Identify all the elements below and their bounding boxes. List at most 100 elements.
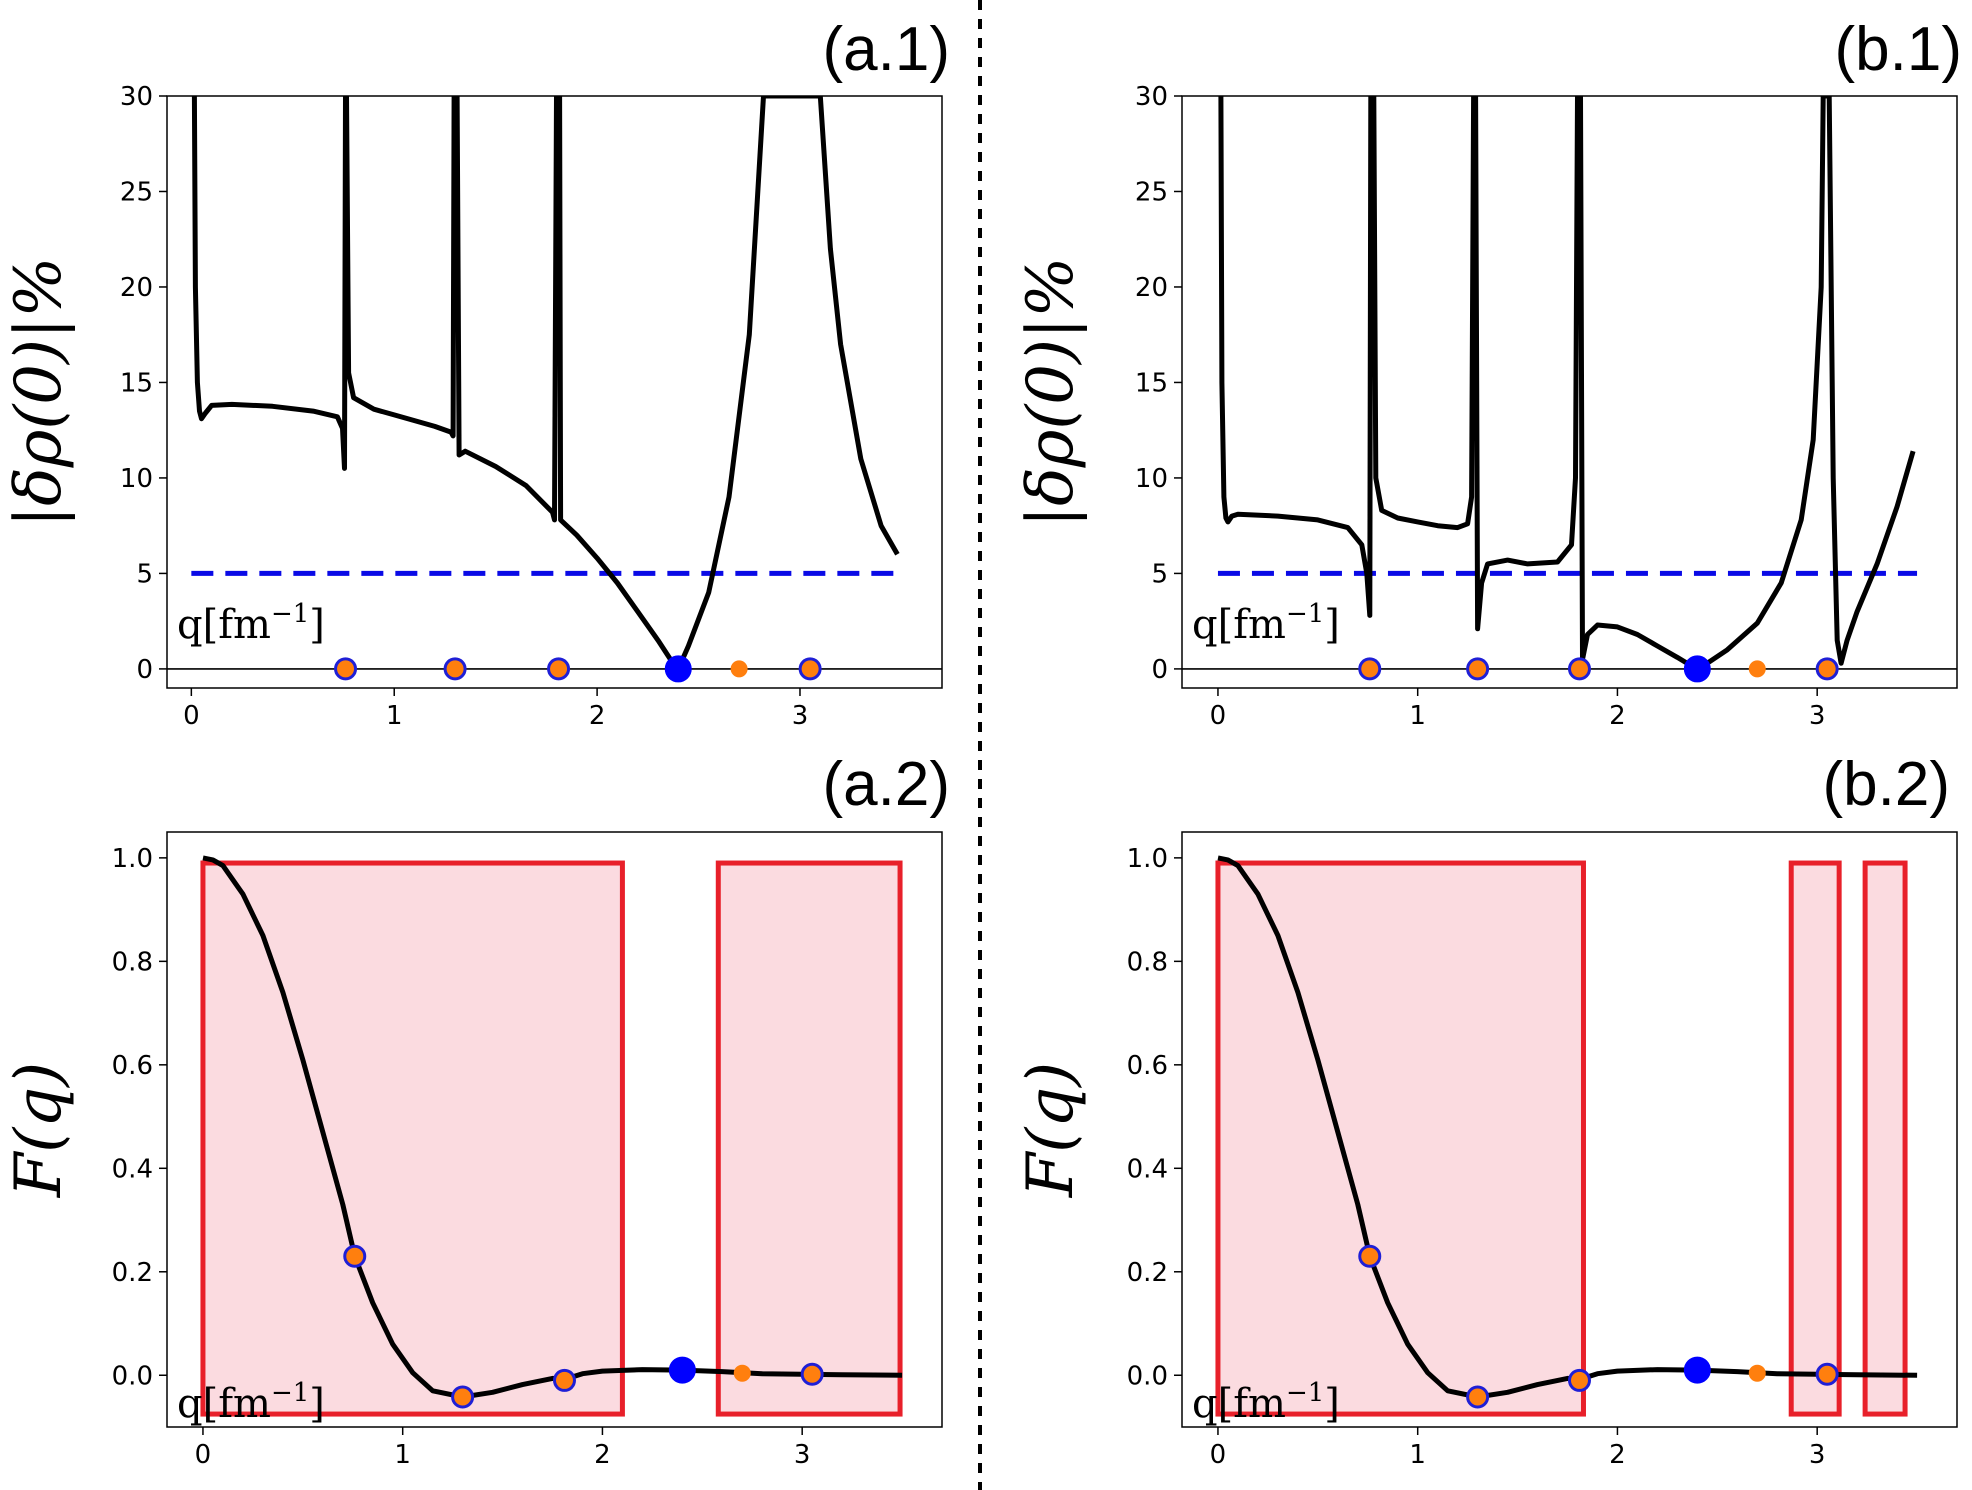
y-tick-label: 0 (136, 655, 153, 685)
panel-label: (b.1) (1835, 15, 1962, 84)
q-axis-label: q[fm−1] (1192, 599, 1340, 648)
data-point-orange (730, 660, 748, 678)
data-point-orange (1815, 657, 1839, 681)
y-tick-label: 15 (120, 368, 153, 398)
fit-region-box (1862, 860, 1908, 1417)
data-point-orange (1567, 1368, 1591, 1392)
y-tick-label: 30 (1135, 82, 1168, 112)
x-tick-label: 3 (1809, 1440, 1826, 1470)
y-axis-label: |δρ(0)|% (2, 257, 76, 528)
y-tick-label: 20 (120, 273, 153, 303)
data-curve (202, 855, 903, 1400)
axes-frame (1181, 831, 1958, 1428)
data-point-orange (1748, 660, 1766, 678)
panel-label: (a.2) (823, 750, 950, 819)
data-point-orange (1466, 1385, 1490, 1409)
axes-frame (1181, 95, 1958, 689)
axes-frame (166, 95, 943, 689)
y-tick-label: 1.0 (112, 844, 153, 874)
fit-region-box (715, 860, 903, 1417)
y-tick-label: 25 (120, 177, 153, 207)
x-tick-label: 0 (195, 1440, 212, 1470)
y-tick-label: 10 (1135, 464, 1168, 494)
y-tick-label: 0.6 (1127, 1051, 1168, 1081)
data-point-blue (1683, 655, 1711, 683)
y-tick-label: 0.0 (1127, 1361, 1168, 1391)
q-label-exponent: −1 (271, 599, 309, 629)
y-tick-label: 5 (1151, 559, 1168, 589)
q-label-main: q[fm (177, 602, 271, 648)
axes-frame (166, 831, 943, 1428)
y-tick-label: 25 (1135, 177, 1168, 207)
data-point-orange (1358, 657, 1382, 681)
data-point-orange (334, 657, 358, 681)
data-point-orange (343, 1244, 367, 1268)
panel-label: (b.2) (1823, 750, 1950, 819)
data-curve (1218, 96, 1916, 672)
y-tick-label: 10 (120, 464, 153, 494)
data-point-orange (1748, 1364, 1766, 1382)
data-point-orange (1567, 657, 1591, 681)
y-tick-label: 0.8 (112, 947, 153, 977)
q-label-exponent: −1 (271, 1378, 309, 1408)
q-label-close: ] (309, 1381, 325, 1427)
x-tick-label: 0 (183, 701, 200, 731)
fit-region-box (1788, 860, 1842, 1417)
y-axis-label: F(q) (1014, 1062, 1088, 1198)
y-tick-label: 0.2 (112, 1258, 153, 1288)
q-label-exponent: −1 (1286, 599, 1324, 629)
x-tick-label: 2 (594, 1440, 611, 1470)
data-point-blue (664, 655, 692, 683)
data-point-orange (547, 657, 571, 681)
panel-label: (a.1) (823, 15, 950, 84)
x-tick-label: 1 (1409, 701, 1426, 731)
y-tick-label: 0.6 (112, 1051, 153, 1081)
y-axis-label: |δρ(0)|% (1014, 257, 1088, 528)
y-tick-label: 0.8 (1127, 947, 1168, 977)
x-tick-label: 1 (386, 701, 403, 731)
q-label-close: ] (309, 602, 325, 648)
x-tick-label: 2 (1609, 701, 1626, 731)
x-tick-label: 3 (792, 701, 809, 731)
x-tick-label: 3 (794, 1440, 811, 1470)
y-tick-label: 20 (1135, 273, 1168, 303)
y-tick-label: 15 (1135, 368, 1168, 398)
q-label-exponent: −1 (1286, 1378, 1324, 1408)
x-tick-label: 3 (1809, 701, 1826, 731)
x-tick-label: 1 (1409, 1440, 1426, 1470)
y-tick-label: 30 (120, 82, 153, 112)
q-label-main: q[fm (1192, 602, 1286, 648)
y-tick-label: 1.0 (1127, 844, 1168, 874)
data-point-orange (733, 1364, 751, 1382)
data-point-orange (451, 1385, 475, 1409)
y-tick-label: 0.4 (1127, 1154, 1168, 1184)
y-tick-label: 5 (136, 559, 153, 589)
data-curve (191, 96, 900, 672)
x-tick-label: 0 (1210, 701, 1227, 731)
q-label-close: ] (1324, 602, 1340, 648)
q-label-main: q[fm (1192, 1381, 1286, 1427)
q-label-close: ] (1324, 1381, 1340, 1427)
data-point-orange (552, 1368, 576, 1392)
data-point-orange (443, 657, 467, 681)
x-tick-label: 1 (394, 1440, 411, 1470)
data-curve (1217, 855, 1918, 1400)
data-point-orange (800, 1362, 824, 1386)
chart-b2: 0 1 2 3 0.0 0.2 0.4 0.6 0.8 1.0 F(q) q[fm−1] (b.2) (1014, 750, 1958, 1470)
y-tick-label: 0.4 (112, 1154, 153, 1184)
fit-region-box (1215, 860, 1586, 1417)
y-tick-label: 0.2 (1127, 1258, 1168, 1288)
data-point-orange (1466, 657, 1490, 681)
q-axis-label: q[fm−1] (1192, 1378, 1340, 1427)
data-point-orange (1358, 1244, 1382, 1268)
data-point-blue (668, 1356, 696, 1384)
x-tick-label: 0 (1210, 1440, 1227, 1470)
fit-region-box (200, 860, 625, 1417)
q-label-main: q[fm (177, 1381, 271, 1427)
data-point-orange (1815, 1362, 1839, 1386)
data-point-blue (1683, 1356, 1711, 1384)
y-axis-label: F(q) (2, 1062, 76, 1198)
q-axis-label: q[fm−1] (177, 1378, 325, 1427)
